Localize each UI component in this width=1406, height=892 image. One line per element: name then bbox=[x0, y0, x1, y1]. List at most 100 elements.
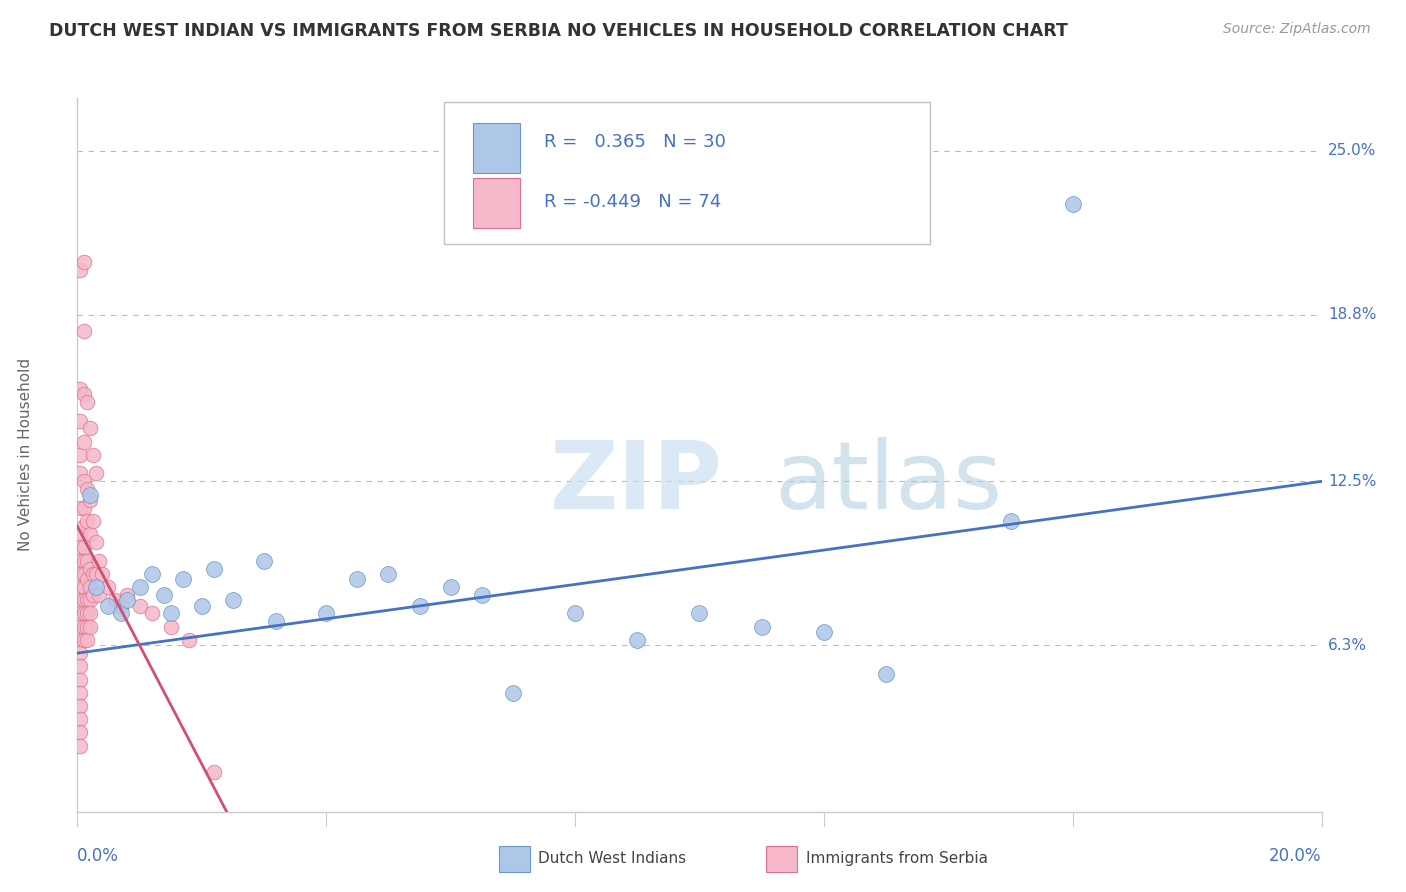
Point bbox=[159, 620, 181, 634]
Point bbox=[69, 620, 91, 634]
Point bbox=[72, 607, 94, 621]
Point bbox=[69, 580, 91, 594]
Point bbox=[72, 566, 94, 581]
Point bbox=[87, 554, 110, 568]
Point bbox=[179, 632, 201, 647]
Point bbox=[79, 487, 101, 501]
Point bbox=[79, 593, 101, 607]
Point bbox=[72, 475, 94, 489]
Point bbox=[76, 632, 98, 647]
Point bbox=[69, 632, 91, 647]
Point bbox=[69, 566, 91, 581]
Point bbox=[76, 620, 98, 634]
Point bbox=[626, 632, 648, 647]
Point bbox=[76, 395, 98, 409]
Point bbox=[69, 263, 91, 277]
Point bbox=[97, 599, 120, 613]
Text: 20.0%: 20.0% bbox=[1270, 847, 1322, 865]
Point bbox=[222, 593, 245, 607]
Point bbox=[69, 607, 91, 621]
Point bbox=[72, 593, 94, 607]
Point bbox=[72, 255, 94, 269]
Text: Dutch West Indians: Dutch West Indians bbox=[538, 852, 686, 866]
Point bbox=[408, 599, 430, 613]
Point bbox=[82, 566, 104, 581]
Point bbox=[72, 580, 94, 594]
Point bbox=[69, 725, 91, 739]
Point bbox=[69, 739, 91, 753]
Point bbox=[69, 382, 91, 396]
Text: 12.5%: 12.5% bbox=[1327, 474, 1376, 489]
Point bbox=[1000, 514, 1022, 528]
Point bbox=[202, 765, 225, 780]
Point bbox=[128, 580, 150, 594]
Point bbox=[76, 593, 98, 607]
Point bbox=[110, 599, 132, 613]
Point bbox=[689, 607, 711, 621]
Point bbox=[141, 566, 163, 581]
Point bbox=[82, 514, 104, 528]
Point bbox=[1062, 197, 1084, 211]
Point bbox=[76, 572, 98, 586]
Point bbox=[82, 448, 104, 462]
Bar bbox=[472, 178, 520, 228]
Point bbox=[315, 607, 337, 621]
Point bbox=[253, 554, 276, 568]
Point bbox=[346, 572, 368, 586]
Point bbox=[69, 448, 91, 462]
Point bbox=[502, 686, 524, 700]
Point bbox=[84, 580, 107, 594]
Point bbox=[87, 588, 110, 602]
Point bbox=[104, 593, 127, 607]
Point bbox=[471, 588, 494, 602]
Point bbox=[79, 607, 101, 621]
Point bbox=[159, 607, 181, 621]
Text: Source: ZipAtlas.com: Source: ZipAtlas.com bbox=[1223, 22, 1371, 37]
Point bbox=[72, 519, 94, 533]
Point bbox=[72, 324, 94, 338]
Text: Immigrants from Serbia: Immigrants from Serbia bbox=[806, 852, 987, 866]
Text: ZIP: ZIP bbox=[550, 437, 723, 530]
Point bbox=[202, 561, 225, 575]
Text: R = -0.449   N = 74: R = -0.449 N = 74 bbox=[544, 193, 721, 211]
Point bbox=[97, 580, 120, 594]
Point bbox=[69, 467, 91, 481]
Point bbox=[79, 620, 101, 634]
Point bbox=[564, 607, 586, 621]
Point bbox=[72, 620, 94, 634]
Point bbox=[153, 588, 176, 602]
Text: 18.8%: 18.8% bbox=[1327, 308, 1376, 322]
Point bbox=[115, 588, 138, 602]
Point bbox=[69, 500, 91, 515]
Point bbox=[79, 580, 101, 594]
Point bbox=[141, 607, 163, 621]
Point bbox=[266, 615, 288, 629]
Point bbox=[191, 599, 214, 613]
Text: R =   0.365   N = 30: R = 0.365 N = 30 bbox=[544, 134, 725, 152]
Point bbox=[69, 541, 91, 555]
Point bbox=[875, 667, 897, 681]
Point bbox=[72, 500, 94, 515]
Point bbox=[69, 527, 91, 541]
Text: 25.0%: 25.0% bbox=[1327, 144, 1376, 159]
Point bbox=[79, 561, 101, 575]
Point bbox=[79, 421, 101, 435]
Point bbox=[76, 607, 98, 621]
Point bbox=[128, 599, 150, 613]
Point bbox=[813, 625, 835, 640]
Point bbox=[84, 467, 107, 481]
Point bbox=[82, 588, 104, 602]
Point bbox=[72, 632, 94, 647]
Point bbox=[69, 554, 91, 568]
Point bbox=[72, 387, 94, 401]
Point bbox=[72, 554, 94, 568]
Point bbox=[115, 593, 138, 607]
Point bbox=[110, 607, 132, 621]
Point bbox=[91, 566, 114, 581]
Point bbox=[440, 580, 463, 594]
Point bbox=[76, 554, 98, 568]
Point bbox=[69, 593, 91, 607]
Point bbox=[172, 572, 194, 586]
Point bbox=[84, 566, 107, 581]
Point bbox=[72, 541, 94, 555]
